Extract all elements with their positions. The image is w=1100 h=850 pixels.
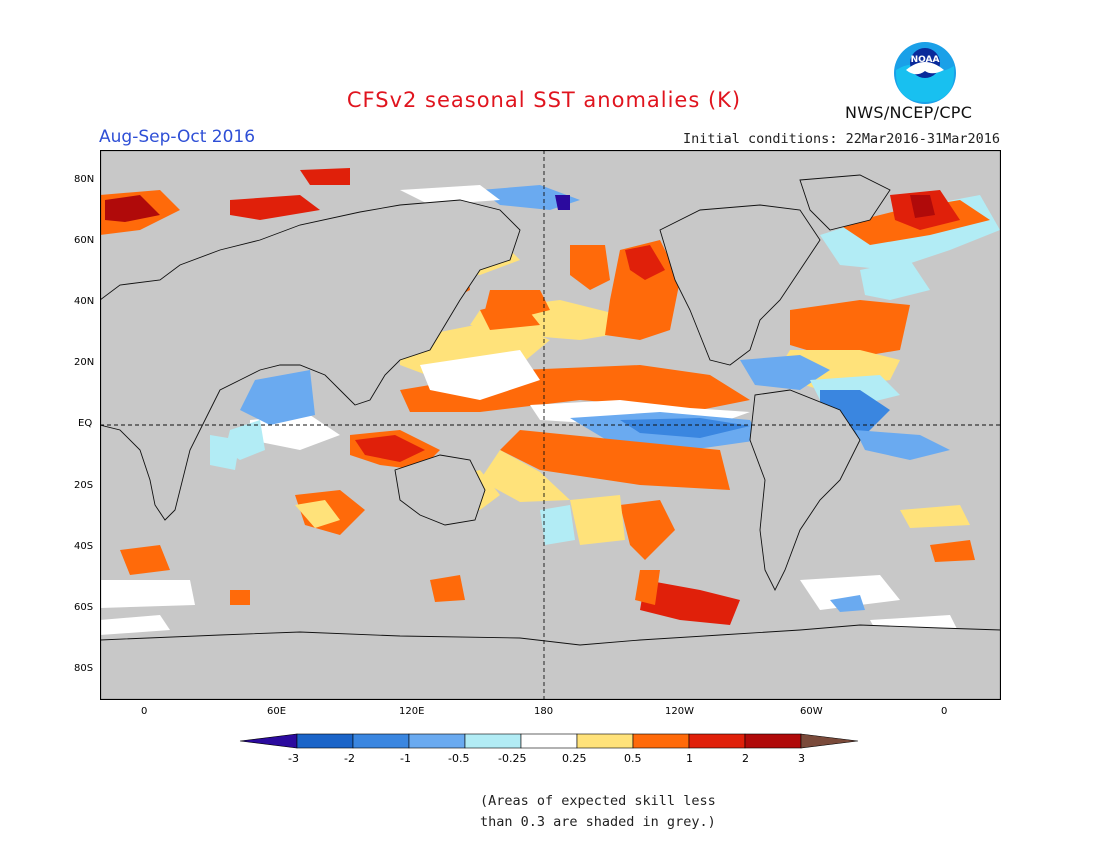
colorbar-seg-4 (464, 733, 522, 749)
sst-anomaly-map (100, 150, 1001, 700)
colorbar-seg-5 (520, 733, 578, 749)
colorbar-seg-9 (744, 733, 802, 749)
colorbar-label--2: -2 (344, 752, 355, 765)
anomaly-fields (100, 168, 1000, 638)
continent-outlines (100, 174, 1001, 700)
colorbar-seg-8 (688, 733, 746, 749)
map-frame (100, 150, 1001, 700)
lat-label-80n: 80N (74, 174, 95, 185)
colorbar-label--3: -3 (288, 752, 299, 765)
lat-label-eq: EQ (78, 418, 93, 429)
lon-label-60w: 60W (800, 706, 823, 717)
footnote: (Areas of expected skill less than 0.3 a… (480, 791, 716, 833)
colorbar-seg-lt-3 (239, 733, 298, 749)
noaa-logo-icon: NOAA (894, 42, 956, 104)
colorbar-label--1: -1 (400, 752, 411, 765)
lat-label-60s: 60S (74, 602, 94, 613)
lat-label-40n: 40N (74, 296, 95, 307)
agency-label: NWS/NCEP/CPC (845, 103, 973, 122)
map-title: CFSv2 seasonal SST anomalies (K) (346, 88, 742, 112)
colorbar-label-1: 1 (686, 752, 693, 765)
lat-label-40s: 40S (74, 541, 94, 552)
initial-conditions-label: Initial conditions: 22Mar2016-31Mar2016 (683, 131, 1000, 147)
lon-label-120w: 120W (665, 706, 694, 717)
colorbar-label-0.25: 0.25 (562, 752, 587, 765)
colorbar-label-0.5: 0.5 (624, 752, 642, 765)
colorbar-seg-7 (632, 733, 690, 749)
lon-label-60e: 60E (267, 706, 287, 717)
footnote-line-1: (Areas of expected skill less (480, 793, 716, 809)
colorbar-seg-3 (408, 733, 466, 749)
lon-label-180: 180 (534, 706, 554, 717)
colorbar-seg-1 (296, 733, 354, 749)
lon-label-0-east: 0 (941, 706, 948, 717)
colorbar (239, 733, 859, 749)
season-label: Aug-Sep-Oct 2016 (99, 127, 256, 147)
lat-label-60n: 60N (74, 235, 95, 246)
colorbar-label--0.25: -0.25 (498, 752, 527, 765)
colorbar-label-2: 2 (742, 752, 749, 765)
colorbar-seg-gt-3 (800, 733, 859, 749)
lon-label-0-west: 0 (141, 706, 148, 717)
colorbar-label--0.5: -0.5 (448, 752, 470, 765)
colorbar-seg-2 (352, 733, 410, 749)
noaa-logo-text: NOAA (911, 55, 940, 65)
lat-label-20s: 20S (74, 480, 94, 491)
lat-label-80s: 80S (74, 663, 94, 674)
colorbar-seg-6 (576, 733, 634, 749)
lat-label-20n: 20N (74, 357, 95, 368)
footnote-line-2: than 0.3 are shaded in grey.) (480, 814, 716, 830)
colorbar-label-3: 3 (798, 752, 805, 765)
lon-label-120e: 120E (399, 706, 425, 717)
